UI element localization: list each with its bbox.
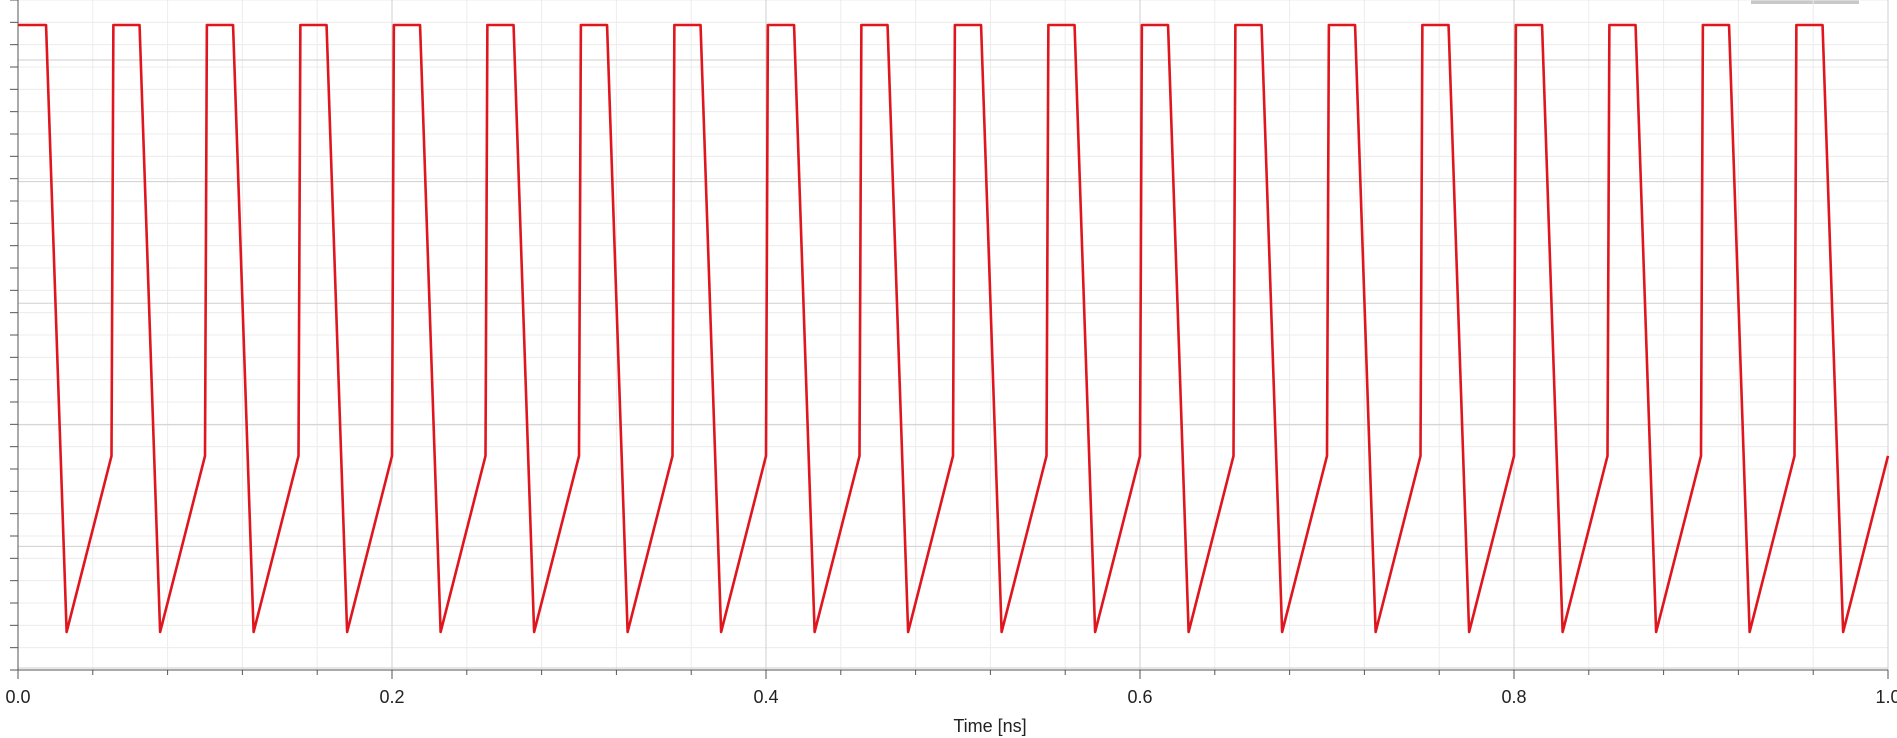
x-tick-label: 1.0: [1875, 687, 1897, 707]
x-tick-label: 0.8: [1501, 687, 1526, 707]
axes: [10, 0, 1889, 679]
tick-labels: 0.0 0.2 0.4 0.6 0.8 1.0: [5, 687, 1897, 707]
x-axis-title: Time [ns]: [953, 716, 1026, 736]
x-tick-label: 0.6: [1127, 687, 1152, 707]
series-layer: [18, 23, 1890, 634]
x-tick-label: 0.2: [379, 687, 404, 707]
grid: [17, 0, 1889, 671]
x-tick-label: 0.4: [753, 687, 778, 707]
legend-handle[interactable]: [1751, 0, 1859, 4]
x-tick-label: 0.0: [5, 687, 30, 707]
series-line: [18, 23, 1890, 634]
